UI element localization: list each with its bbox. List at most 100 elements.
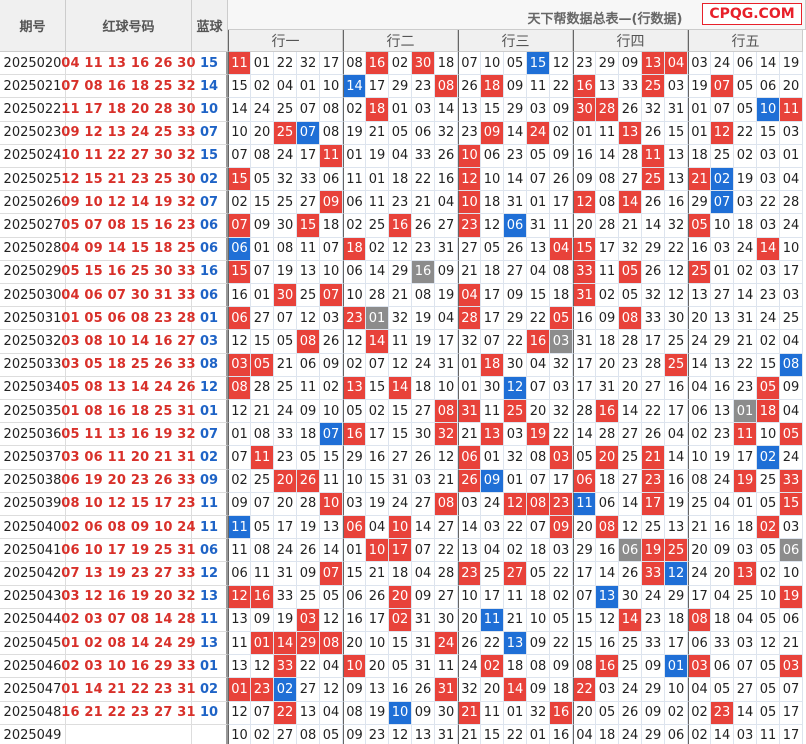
red-balls: 04 09 14 15 18 25 (61, 237, 196, 261)
number-cell: 17 (550, 469, 573, 493)
number-cell: 32 (642, 98, 665, 122)
number-cell: 12 (550, 52, 573, 76)
number-cell: 33 (297, 168, 320, 192)
group-header: 行三 (458, 30, 573, 52)
number-cell: 24 (251, 98, 274, 122)
red-balls: 05 07 08 15 16 23 (61, 214, 196, 238)
number-cell: 14 (343, 75, 366, 99)
number-cell: 18 (481, 75, 504, 99)
number-cell: 02 (688, 701, 711, 725)
number-cell: 09 (642, 655, 665, 679)
number-cell: 29 (642, 237, 665, 261)
number-cell: 26 (619, 98, 642, 122)
number-cell: 22 (274, 701, 297, 725)
red-balls: 03 12 16 19 20 32 (61, 585, 196, 609)
blue-ball: 06 (192, 539, 228, 563)
number-cell: 22 (642, 400, 665, 424)
number-cell: 20 (251, 121, 274, 145)
number-cell: 05 (734, 75, 757, 99)
number-cell: 32 (642, 284, 665, 308)
number-cell: 13 (366, 678, 389, 702)
number-cell: 14 (619, 191, 642, 215)
number-cell: 23 (458, 562, 481, 586)
number-cell: 03 (780, 516, 803, 540)
table-title: 天下帮数据总表—(行数据) (527, 11, 683, 27)
number-cell: 22 (734, 121, 757, 145)
number-cell: 17 (366, 608, 389, 632)
number-cell: 01 (734, 492, 757, 516)
red-balls: 03 06 11 20 21 31 (61, 446, 196, 470)
number-cell: 14 (366, 330, 389, 354)
red-balls: 04 11 13 16 26 30 (61, 52, 196, 76)
number-cell: 23 (642, 469, 665, 493)
number-cell: 16 (389, 678, 412, 702)
number-cell: 14 (366, 260, 389, 284)
number-cell: 13 (688, 284, 711, 308)
number-cell: 06 (343, 585, 366, 609)
number-cell: 17 (642, 330, 665, 354)
number-cell: 18 (366, 98, 389, 122)
number-cell: 20 (366, 655, 389, 679)
number-cell: 08 (343, 701, 366, 725)
number-cell: 21 (688, 516, 711, 540)
number-cell: 01 (228, 423, 251, 447)
blue-ball: 03 (192, 330, 228, 354)
number-cell: 26 (642, 260, 665, 284)
number-cell: 31 (412, 632, 435, 656)
number-cell: 21 (688, 168, 711, 192)
header-red: 红球号码 (66, 0, 192, 52)
number-cell: 13 (665, 168, 688, 192)
number-cell: 22 (665, 237, 688, 261)
number-cell: 05 (619, 284, 642, 308)
number-cell: 08 (435, 492, 458, 516)
number-cell: 04 (435, 191, 458, 215)
number-cell: 32 (274, 168, 297, 192)
number-cell: 17 (366, 75, 389, 99)
number-cell: 10 (458, 191, 481, 215)
number-cell: 15 (527, 284, 550, 308)
number-cell: 32 (435, 121, 458, 145)
number-cell: 05 (688, 214, 711, 238)
issue: 2025041 (0, 539, 66, 563)
number-cell: 21 (642, 446, 665, 470)
number-cell: 16 (711, 376, 734, 400)
number-cell: 24 (734, 237, 757, 261)
number-cell: 10 (780, 237, 803, 261)
number-cell: 23 (274, 446, 297, 470)
number-cell: 11 (251, 562, 274, 586)
number-cell: 08 (320, 98, 343, 122)
number-cell: 08 (228, 376, 251, 400)
number-cell: 04 (688, 376, 711, 400)
number-cell: 24 (274, 144, 297, 168)
number-cell: 21 (274, 353, 297, 377)
number-cell: 02 (734, 144, 757, 168)
number-cell: 14 (688, 353, 711, 377)
number-cell: 01 (780, 144, 803, 168)
number-cell: 12 (343, 330, 366, 354)
number-cell: 18 (734, 214, 757, 238)
number-cell: 14 (435, 98, 458, 122)
number-cell: 25 (619, 446, 642, 470)
number-cell: 03 (688, 655, 711, 679)
number-cell: 03 (780, 655, 803, 679)
number-cell: 22 (504, 724, 527, 744)
number-cell: 29 (343, 446, 366, 470)
number-cell: 27 (435, 214, 458, 238)
number-cell: 09 (619, 52, 642, 76)
number-cell: 18 (596, 330, 619, 354)
number-cell: 01 (527, 724, 550, 744)
number-cell: 21 (366, 121, 389, 145)
number-cell: 09 (550, 144, 573, 168)
number-cell: 10 (389, 516, 412, 540)
number-cell: 31 (458, 400, 481, 424)
number-cell: 16 (550, 701, 573, 725)
number-cell: 03 (412, 469, 435, 493)
number-cell: 11 (228, 516, 251, 540)
number-cell: 13 (320, 516, 343, 540)
number-cell: 13 (228, 655, 251, 679)
number-cell: 24 (642, 585, 665, 609)
number-cell: 12 (504, 376, 527, 400)
number-cell: 19 (366, 492, 389, 516)
number-cell: 01 (665, 655, 688, 679)
number-cell: 17 (481, 585, 504, 609)
